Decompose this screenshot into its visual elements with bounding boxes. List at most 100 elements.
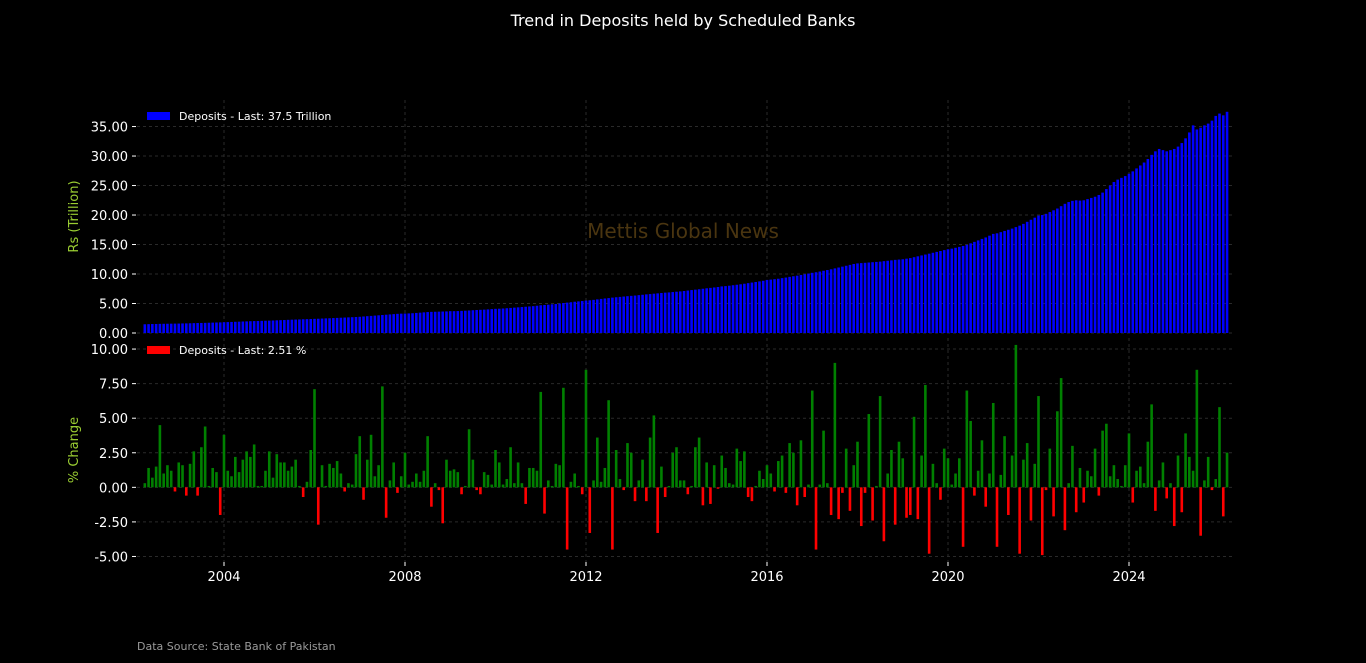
bar [1195, 129, 1199, 333]
bar [924, 385, 927, 488]
bar [539, 391, 543, 488]
bar [629, 452, 633, 488]
bar [501, 308, 505, 333]
bar [758, 470, 761, 488]
bar [780, 278, 784, 333]
bar [505, 479, 509, 488]
bar [415, 312, 418, 333]
bar [765, 465, 769, 488]
bar [151, 324, 154, 333]
bar [173, 487, 177, 492]
bar [871, 262, 874, 333]
bar [369, 315, 373, 333]
bar [448, 311, 452, 333]
bar [452, 469, 456, 488]
bar [497, 462, 501, 488]
bar [448, 470, 452, 488]
bar [603, 298, 607, 333]
bar [671, 452, 675, 488]
bar [1218, 407, 1221, 488]
bar [577, 301, 580, 333]
bar [882, 487, 886, 542]
bar [222, 322, 226, 333]
bar [252, 321, 256, 333]
bar [822, 430, 825, 488]
bar [829, 487, 833, 515]
bar [1048, 448, 1052, 488]
bar [727, 285, 731, 333]
bar [848, 487, 852, 511]
bar [290, 319, 294, 333]
bar [1169, 150, 1172, 333]
bar [792, 276, 795, 333]
bar [418, 481, 422, 488]
bar [184, 323, 188, 333]
bar [320, 318, 324, 333]
bar [203, 426, 207, 488]
bar [328, 318, 331, 333]
bar [818, 271, 822, 333]
bar [1150, 404, 1153, 488]
bar [1206, 123, 1210, 333]
bar [596, 299, 599, 333]
bar [245, 451, 248, 488]
bar [709, 487, 712, 504]
bar [942, 448, 946, 488]
bar [863, 262, 867, 333]
y-tick-label: 10.00 [91, 268, 128, 283]
bar [275, 320, 279, 333]
bar [234, 321, 237, 333]
bar [1225, 111, 1229, 333]
bar [976, 240, 980, 333]
bar [611, 487, 614, 550]
bar [1172, 148, 1176, 333]
bar [739, 461, 742, 488]
bar [147, 467, 150, 488]
bar [497, 308, 501, 333]
bar [720, 455, 724, 488]
bar [694, 289, 697, 333]
bar [871, 487, 874, 521]
bar [1025, 443, 1029, 488]
bar [516, 462, 520, 488]
bar [565, 487, 569, 550]
bar [777, 461, 780, 488]
bar [1022, 223, 1025, 333]
bar [505, 308, 509, 333]
bar [667, 292, 671, 333]
bar [626, 296, 629, 333]
bar [599, 481, 603, 488]
bar [1157, 480, 1161, 488]
bar [422, 470, 426, 488]
bar [490, 309, 494, 333]
bar [969, 420, 972, 488]
bar [486, 474, 490, 488]
bar [1010, 228, 1014, 333]
bar [822, 270, 825, 333]
bar [810, 272, 814, 333]
bar [739, 284, 742, 333]
bar [984, 487, 988, 507]
bar [531, 467, 535, 488]
bar [961, 487, 965, 547]
bar [490, 484, 494, 488]
bar [441, 311, 445, 333]
bar [407, 484, 411, 488]
bar [362, 487, 365, 500]
bar [1082, 200, 1086, 333]
bar [546, 304, 550, 333]
bar [181, 465, 184, 488]
bar [942, 250, 946, 333]
bar [516, 307, 520, 333]
bar [486, 309, 490, 333]
bar [991, 233, 995, 333]
bar [1033, 217, 1037, 333]
y-tick-label: 15.00 [91, 239, 128, 254]
x-tick-label: 2008 [388, 570, 421, 585]
bar [362, 316, 365, 333]
bar [528, 467, 531, 488]
bar [1105, 423, 1108, 488]
y-tick-label: 2.50 [99, 447, 128, 462]
bar [1108, 476, 1112, 488]
bar [411, 481, 414, 488]
